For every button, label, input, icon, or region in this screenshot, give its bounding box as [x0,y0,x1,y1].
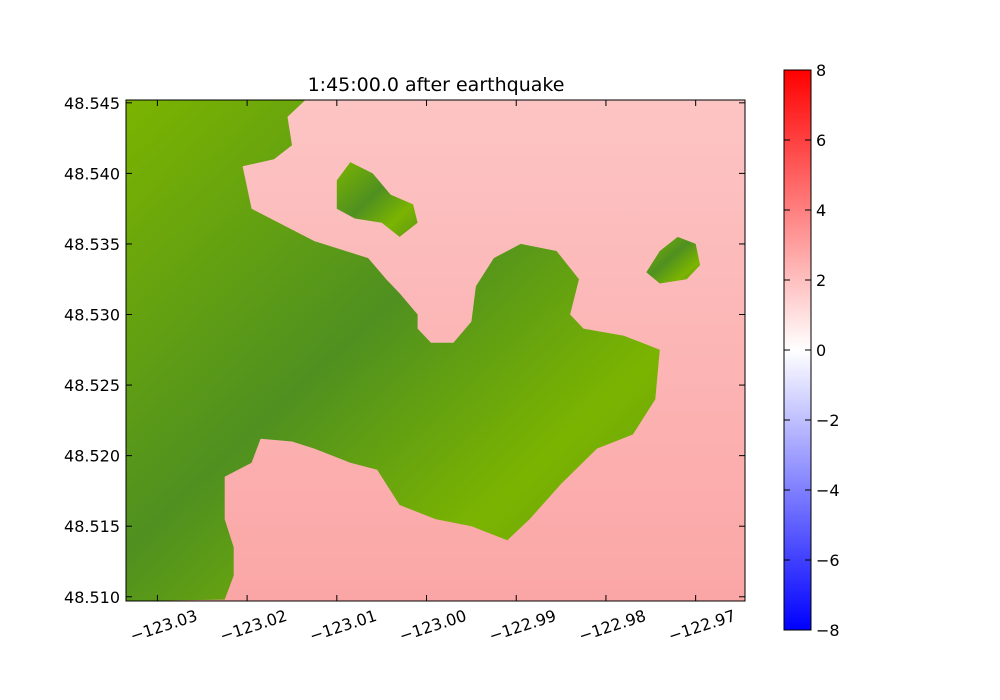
plot-area [126,100,745,601]
colorbar-tick-label: 2 [816,271,826,290]
plot-frame [125,99,746,602]
x-tick-label: −123.01 [307,606,379,646]
y-axis: 48.510 48.515 48.520 48.525 48.530 48.535 48.5… [64,94,745,607]
land-east-islet [646,236,701,284]
land-layer [126,100,701,601]
colorbar-tick-label: −4 [816,481,840,500]
y-tick-label: 48.545 [64,94,120,113]
x-tick-label: −123.02 [217,606,289,646]
colorbar-ticks: 8 6 4 2 0 −2 −4 −6 −8 [784,61,840,640]
y-tick-label: 48.540 [64,164,120,183]
y-tick-label: 48.520 [64,447,120,466]
y-tick-label: 48.525 [64,376,120,395]
colorbar-tick-label: 8 [816,61,826,80]
y-tick-label: 48.510 [64,588,120,607]
colorbar-tick-label: 4 [816,201,826,220]
y-tick-label: 48.515 [64,517,120,536]
x-tick-label: −123.03 [128,606,200,646]
colorbar: 8 6 4 2 0 −2 −4 −6 −8 [783,61,840,640]
colorbar-tick-label: 6 [816,131,826,150]
land-north-islet [336,162,418,237]
x-tick-label: −122.98 [576,606,648,646]
y-tick-label: 48.535 [64,235,120,254]
colorbar-tick-label: −8 [816,621,840,640]
x-tick-label: −122.99 [487,606,559,646]
colorbar-tick-label: −2 [816,411,840,430]
y-tick-label: 48.530 [64,306,120,325]
x-tick-label: −123.00 [397,606,469,646]
land-west-mainland [126,100,660,601]
colorbar-tick-label: 0 [816,341,826,360]
colorbar-tick-label: −6 [816,551,840,570]
chart-title: 1:45:00.0 after earthquake [308,74,565,96]
x-tick-label: −122.97 [666,606,738,646]
